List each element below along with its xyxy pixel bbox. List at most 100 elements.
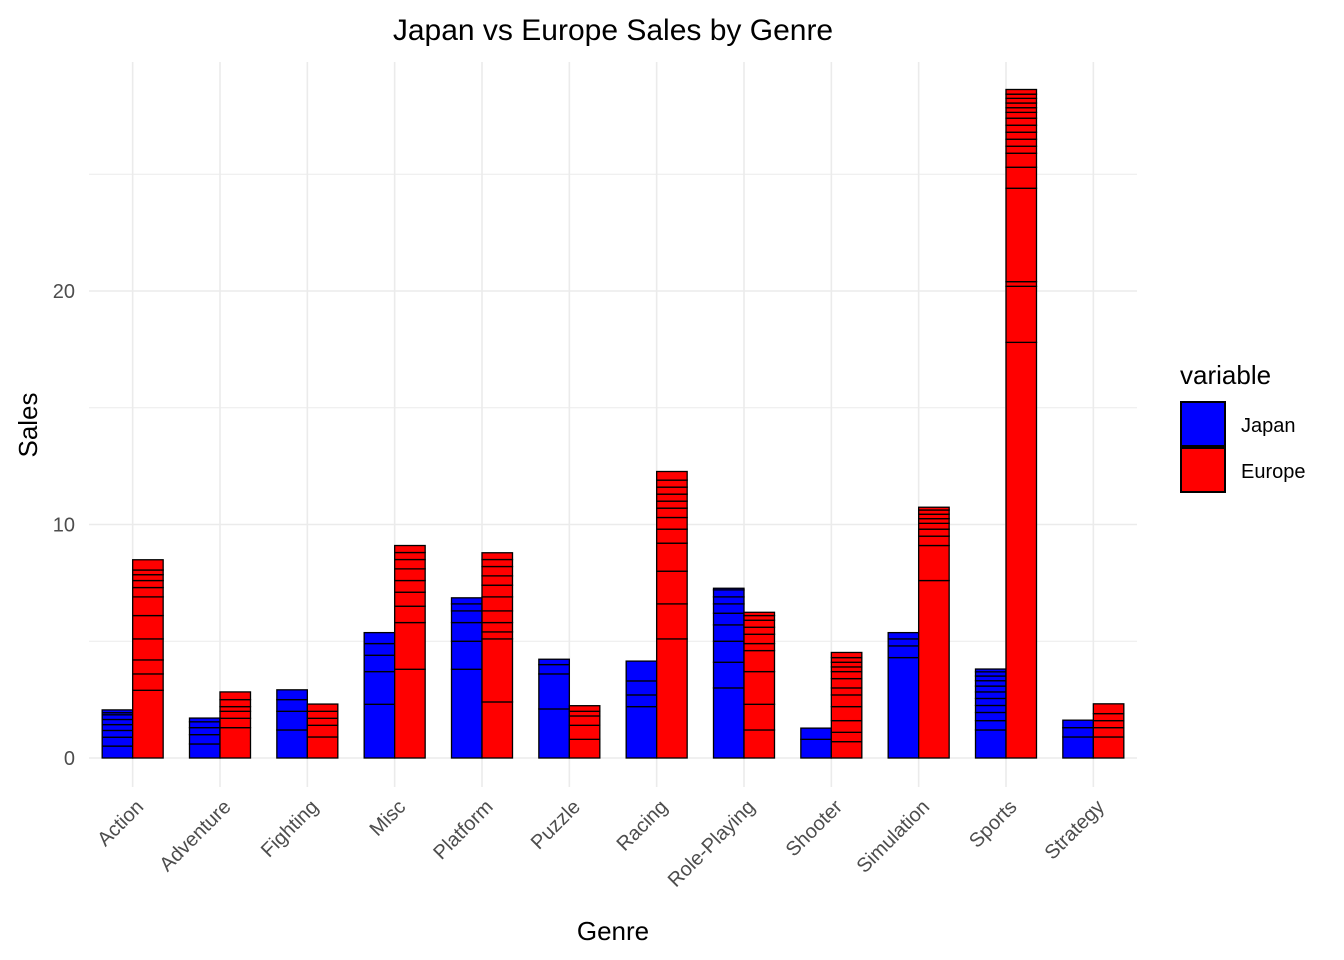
bar-segment bbox=[568, 715, 601, 726]
bar-segment bbox=[132, 596, 164, 617]
bar-segment bbox=[1005, 102, 1038, 109]
bar-segment bbox=[481, 631, 514, 640]
bar-segment bbox=[656, 486, 688, 495]
bar-segment bbox=[188, 734, 221, 745]
bar-segment bbox=[918, 579, 950, 759]
bar-segment bbox=[656, 603, 688, 640]
bar-japan-role-playing bbox=[712, 587, 745, 759]
bar-segment bbox=[538, 708, 570, 759]
bar-segment bbox=[394, 579, 426, 593]
bar-segment bbox=[918, 535, 950, 547]
legend-label-japan: Japan bbox=[1241, 415, 1296, 437]
bar-europe-role-playing bbox=[743, 611, 776, 759]
bar-segment bbox=[101, 736, 134, 747]
bar-segment bbox=[132, 638, 164, 661]
bar-europe-adventure bbox=[219, 691, 252, 759]
bar-segment bbox=[656, 470, 688, 481]
bar-segment bbox=[743, 670, 776, 705]
bar-japan-racing bbox=[625, 660, 658, 759]
bar-segment bbox=[918, 522, 950, 530]
bar-segment bbox=[101, 729, 134, 738]
bar-europe-simulation bbox=[918, 506, 950, 759]
bar-segment bbox=[1005, 145, 1038, 154]
bar-segment bbox=[568, 710, 601, 717]
bar-segment bbox=[625, 705, 658, 759]
bar-segment bbox=[743, 703, 776, 731]
bar-europe-fighting bbox=[306, 703, 339, 759]
bar-segment bbox=[363, 703, 396, 759]
bar-segment bbox=[101, 718, 134, 726]
bar-japan-action bbox=[101, 709, 134, 759]
y-tick-label: 10 bbox=[53, 515, 75, 537]
bar-segment bbox=[188, 726, 221, 736]
bar-segment bbox=[1092, 703, 1125, 715]
bar-segment bbox=[918, 518, 950, 524]
bar-segment bbox=[538, 663, 570, 675]
bar-europe-shooter bbox=[830, 651, 863, 759]
bar-segment bbox=[712, 624, 745, 642]
x-tick-label: Racing bbox=[613, 796, 673, 856]
bar-segment bbox=[800, 738, 832, 759]
bar-europe-strategy bbox=[1092, 703, 1125, 759]
bar-segment bbox=[830, 656, 863, 663]
bar-segment bbox=[1005, 285, 1038, 344]
bar-segment bbox=[1062, 726, 1094, 738]
bar-segment bbox=[132, 579, 164, 589]
bar-segment bbox=[276, 689, 308, 701]
bar-europe-action bbox=[132, 559, 164, 759]
bar-segment bbox=[132, 659, 164, 675]
x-tick-label: Shooter bbox=[782, 796, 847, 861]
bar-segment bbox=[276, 698, 308, 712]
bar-europe-misc bbox=[394, 544, 426, 759]
y-tick-label: 0 bbox=[64, 748, 75, 770]
bar-segment bbox=[743, 611, 776, 617]
bar-segment bbox=[743, 619, 776, 628]
bar-segment bbox=[743, 614, 776, 621]
bar-segment bbox=[1005, 281, 1038, 287]
bar-segment bbox=[306, 703, 339, 712]
bar-europe-platform bbox=[481, 552, 514, 759]
x-tick-label: Misc bbox=[366, 796, 411, 841]
bar-segment bbox=[974, 675, 1007, 682]
bar-segment bbox=[830, 719, 863, 733]
bar-segment bbox=[974, 729, 1007, 759]
legend-key-europe bbox=[1180, 447, 1226, 493]
bar-segment bbox=[132, 569, 164, 576]
bar-segment bbox=[743, 642, 776, 652]
bar-segment bbox=[306, 724, 339, 738]
bar-segment bbox=[712, 587, 745, 591]
bar-segment bbox=[219, 710, 252, 719]
bar-segment bbox=[974, 685, 1007, 693]
bar-segment bbox=[450, 610, 483, 624]
bar-segment bbox=[743, 626, 776, 635]
bar-segment bbox=[1005, 117, 1038, 126]
bar-segment bbox=[830, 687, 863, 696]
x-tick-label: Fighting bbox=[257, 796, 323, 862]
x-tick-label: Puzzle bbox=[527, 796, 585, 854]
bar-segment bbox=[712, 640, 745, 663]
bar-segment bbox=[481, 610, 514, 624]
bar-segment bbox=[918, 506, 950, 511]
bar-segment bbox=[394, 668, 426, 759]
bar-segment bbox=[306, 717, 339, 726]
bar-segment bbox=[394, 558, 426, 570]
bar-segment bbox=[394, 605, 426, 624]
bar-segment bbox=[568, 738, 601, 759]
bar-segment bbox=[363, 654, 396, 673]
y-axis-ticks: 0 10 20 bbox=[53, 281, 75, 770]
bar-segment bbox=[219, 717, 252, 729]
bar-segment bbox=[712, 612, 745, 626]
bar-segment bbox=[450, 640, 483, 670]
bar-segment bbox=[1005, 166, 1038, 189]
bar-japan-sports bbox=[974, 668, 1007, 759]
bar-segment bbox=[481, 558, 514, 568]
bar-segment bbox=[450, 603, 483, 612]
bar-segment bbox=[830, 651, 863, 659]
x-tick-label: Simulation bbox=[853, 796, 935, 878]
bar-segment bbox=[101, 745, 134, 759]
x-axis-title: Genre bbox=[577, 916, 649, 946]
bar-segment bbox=[830, 741, 863, 759]
bar-segment bbox=[394, 568, 426, 582]
bar-europe-racing bbox=[656, 470, 688, 759]
bar-segment bbox=[974, 711, 1007, 722]
